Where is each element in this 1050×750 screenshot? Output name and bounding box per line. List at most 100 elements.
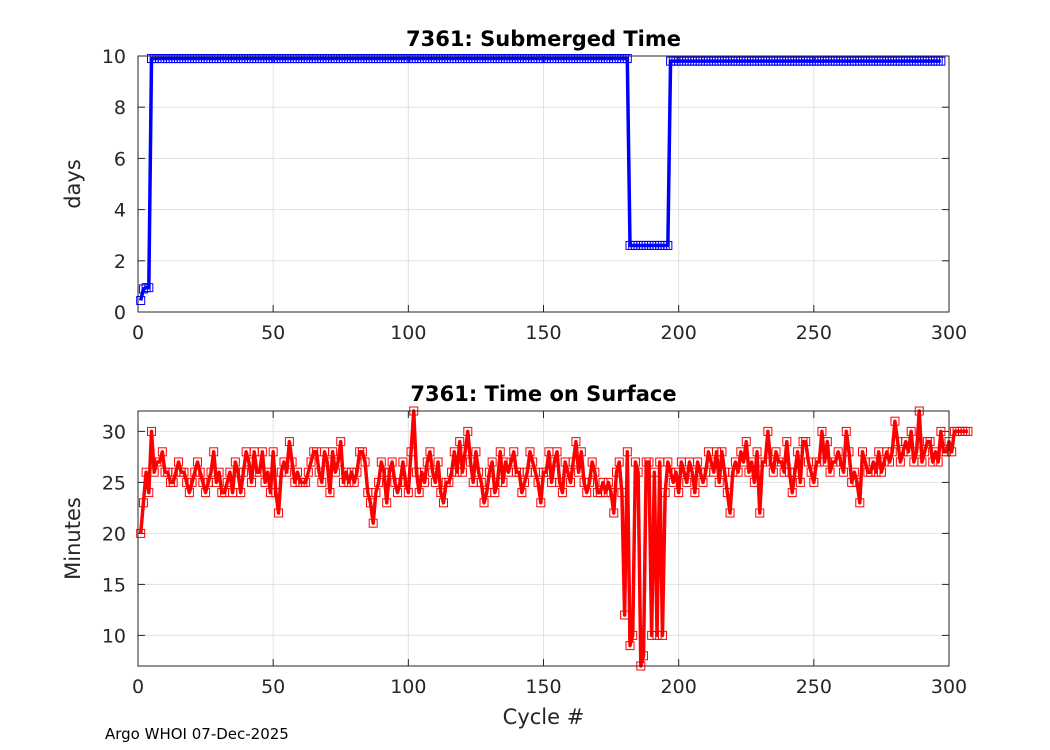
data-point [528, 457, 538, 467]
data-point [787, 488, 797, 498]
data-point [793, 447, 803, 457]
data-point [603, 477, 613, 487]
data-point [541, 467, 551, 477]
data-point [890, 416, 900, 426]
data-point [314, 467, 324, 477]
data-point [779, 467, 789, 477]
data-point [422, 457, 432, 467]
x-tick-label: 300 [931, 676, 967, 698]
chart-title: 7361: Time on Surface [410, 382, 676, 406]
data-point [693, 457, 703, 467]
data-point [576, 447, 586, 457]
data-point [352, 467, 362, 477]
data-point [341, 467, 351, 477]
data-point [330, 467, 340, 477]
data-point [882, 447, 892, 457]
data-point [328, 447, 338, 457]
data-point [282, 467, 292, 477]
data-point [590, 467, 600, 477]
data-point [452, 467, 462, 477]
y-tick-label: 25 [102, 472, 126, 494]
data-point [552, 447, 562, 457]
data-point [209, 447, 219, 457]
data-point [390, 477, 400, 487]
data-point [947, 447, 957, 457]
data-point [201, 488, 211, 498]
data-point [898, 447, 908, 457]
data-point [871, 467, 881, 477]
data-point [847, 477, 857, 487]
series [136, 406, 973, 671]
data-point [471, 447, 481, 457]
data-point [265, 488, 275, 498]
data-point [444, 477, 454, 487]
data-point [155, 457, 165, 467]
data-point [925, 437, 935, 447]
data-point [533, 477, 543, 487]
data-point [663, 457, 673, 467]
data-point [814, 457, 824, 467]
data-point [668, 477, 678, 487]
data-point [325, 488, 335, 498]
data-point [633, 467, 643, 477]
data-point [493, 477, 503, 487]
data-point [857, 447, 867, 457]
data-point [395, 477, 405, 487]
data-point [625, 641, 635, 651]
x-tick-label: 150 [525, 322, 561, 344]
data-point [382, 498, 392, 508]
data-point [712, 447, 722, 457]
data-point [430, 477, 440, 487]
data-point [149, 467, 159, 477]
data-point [403, 488, 413, 498]
data-point [487, 457, 497, 467]
y-axis-label: days [61, 159, 85, 209]
data-point [579, 477, 589, 487]
x-axis-label: Cycle # [503, 705, 585, 729]
data-point [841, 426, 851, 436]
data-point [195, 467, 205, 477]
data-point [622, 447, 632, 457]
data-point [574, 467, 584, 477]
data-point [790, 467, 800, 477]
data-point [398, 457, 408, 467]
tick-labels: 0 50 100 150 200 250 300 0 2 4 6 8 10 [102, 46, 967, 344]
data-point [495, 447, 505, 457]
series-line [138, 56, 941, 301]
y-tick-label: 30 [102, 421, 126, 443]
data-point [274, 508, 284, 518]
data-point [663, 240, 673, 250]
data-point [876, 467, 886, 477]
data-point [801, 437, 811, 447]
data-point [479, 498, 489, 508]
data-point [509, 447, 519, 457]
data-point [941, 447, 951, 457]
data-point [817, 426, 827, 436]
data-point [457, 467, 467, 477]
data-point [136, 528, 146, 538]
x-tick-label: 100 [390, 322, 426, 344]
data-point [387, 457, 397, 467]
data-point [609, 508, 619, 518]
data-point [276, 467, 286, 477]
data-point [852, 477, 862, 487]
y-tick-label: 2 [114, 251, 126, 273]
tick-labels: 0 50 100 150 200 250 300 10 15 20 25 30 [102, 421, 967, 698]
data-point [647, 630, 657, 640]
series-line [138, 409, 968, 668]
data-point [536, 498, 546, 508]
data-point [525, 447, 535, 457]
data-point [138, 498, 148, 508]
data-point [795, 477, 805, 487]
data-point [760, 457, 770, 467]
data-point [836, 457, 846, 467]
data-point [601, 488, 611, 498]
x-tick-label: 250 [796, 322, 832, 344]
data-point [555, 477, 565, 487]
data-point [714, 477, 724, 487]
data-point [336, 437, 346, 447]
data-point [414, 488, 424, 498]
data-point [211, 477, 221, 487]
data-point [785, 467, 795, 477]
data-point [365, 498, 375, 508]
